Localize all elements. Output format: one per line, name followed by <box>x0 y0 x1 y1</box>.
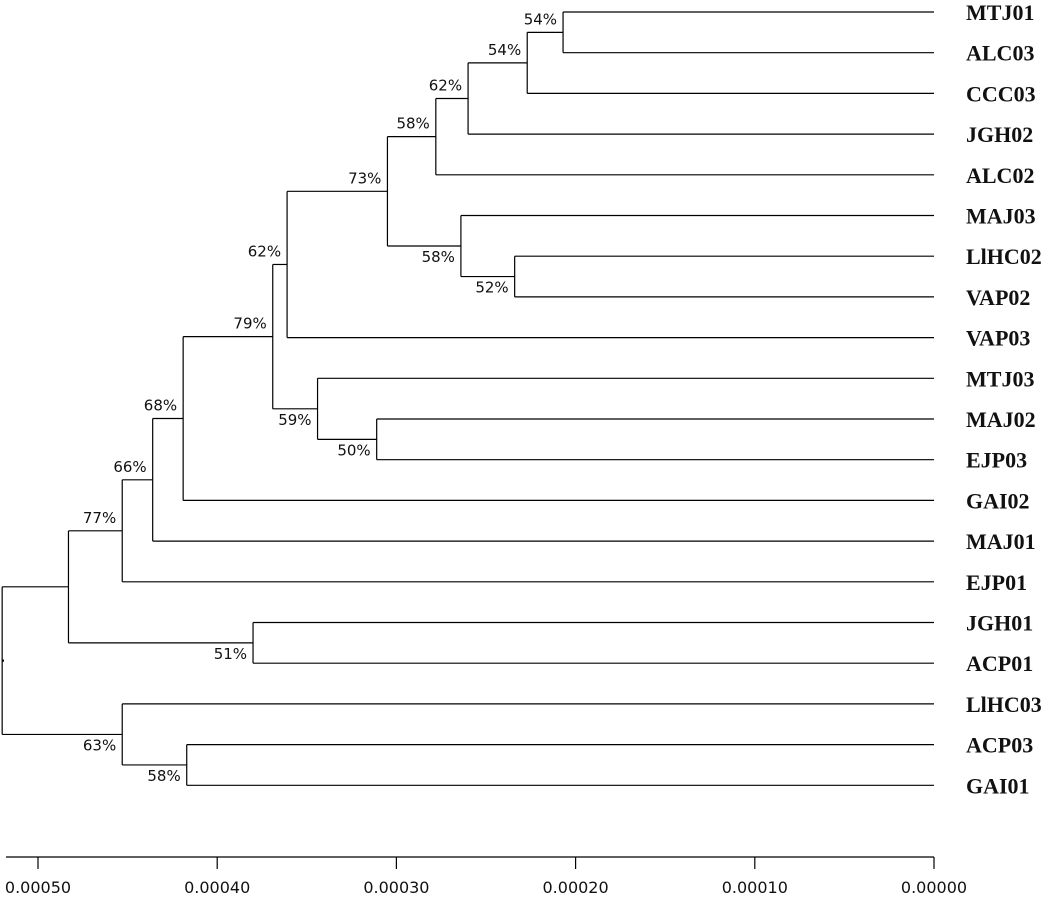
leaf-label-gai02: GAI02 <box>966 488 1030 513</box>
leaf-label-ejp01: EJP01 <box>966 570 1027 595</box>
leaf-label-acp03: ACP03 <box>966 733 1033 758</box>
leaf-label-ejp03: EJP03 <box>966 448 1027 473</box>
support-value-n_acp03_gai01: 58% <box>147 767 180 785</box>
tree-branches <box>1 11 934 786</box>
leaf-label-vap02: VAP02 <box>966 285 1030 310</box>
support-value-n_lihc02_vap02: 52% <box>475 279 508 297</box>
support-value-n_big: 79% <box>233 315 266 333</box>
leaf-label-vap03: VAP03 <box>966 326 1030 351</box>
axis-tick-label: 0.00020 <box>543 878 609 897</box>
leaf-label-maj02: MAJ02 <box>966 407 1036 432</box>
support-value-n_maj01: 66% <box>113 458 146 476</box>
leaf-label-lihc03: LlHC03 <box>966 692 1042 717</box>
support-value-n_ejp01: 77% <box>83 509 116 527</box>
leaf-label-alc02: ALC02 <box>966 163 1034 188</box>
leaf-label-lihc02: LlHC02 <box>966 244 1042 269</box>
support-value-n_gai02: 68% <box>144 397 177 415</box>
leaf-labels: MTJ01 ALC03 CCC03 JGH02 ALC02 MAJ03 LlHC02 VAP0… <box>966 0 1042 798</box>
axis-tick-label: 0.00000 <box>901 878 967 897</box>
support-value-n_jgh02: 62% <box>429 76 462 94</box>
axis-tick-label: 0.00050 <box>5 878 71 897</box>
leaf-label-ccc03: CCC03 <box>966 81 1036 106</box>
support-value-n_maj02_ejp03: 50% <box>337 441 370 459</box>
axis-ticks: 0.00050 0.00040 0.00030 0.00020 0.00010 0.000… <box>5 857 967 897</box>
leaf-label-acp01: ACP01 <box>966 651 1033 676</box>
distance-axis: 0.00050 0.00040 0.00030 0.00020 0.00010 0.000… <box>5 856 967 897</box>
support-value-n_upper5_maj03: 73% <box>348 169 381 187</box>
leaf-label-jgh02: JGH02 <box>966 122 1033 147</box>
support-value-n_ccc03: 54% <box>488 41 521 59</box>
axis-tick-label: 0.00030 <box>363 878 429 897</box>
axis-tick-label: 0.00010 <box>722 878 788 897</box>
support-value-n_alc02: 58% <box>396 115 429 133</box>
leaf-label-jgh01: JGH01 <box>966 611 1033 636</box>
support-value-n_mtj03: 59% <box>278 411 311 429</box>
leaf-label-maj01: MAJ01 <box>966 529 1036 554</box>
support-value-n_clade2: 63% <box>83 736 116 754</box>
leaf-label-maj03: MAJ03 <box>966 204 1036 229</box>
leaf-label-mtj01: MTJ01 <box>966 0 1034 25</box>
support-value-n_jgh01_acp01: 51% <box>214 645 247 663</box>
leaf-label-mtj03: MTJ03 <box>966 366 1034 391</box>
support-value-n_vap03: 62% <box>248 242 281 260</box>
support-values: 54%54% 62% 58% 52% 58% 73% 62% 50% 59% 79% 68% 66% 7… <box>83 10 557 785</box>
support-value-n_mtj01_alc03: 54% <box>524 10 557 28</box>
leaf-label-gai01: GAI01 <box>966 773 1030 798</box>
leaf-label-alc03: ALC03 <box>966 41 1034 66</box>
axis-tick-label: 0.00040 <box>184 878 250 897</box>
support-value-n_maj03: 58% <box>422 248 455 266</box>
